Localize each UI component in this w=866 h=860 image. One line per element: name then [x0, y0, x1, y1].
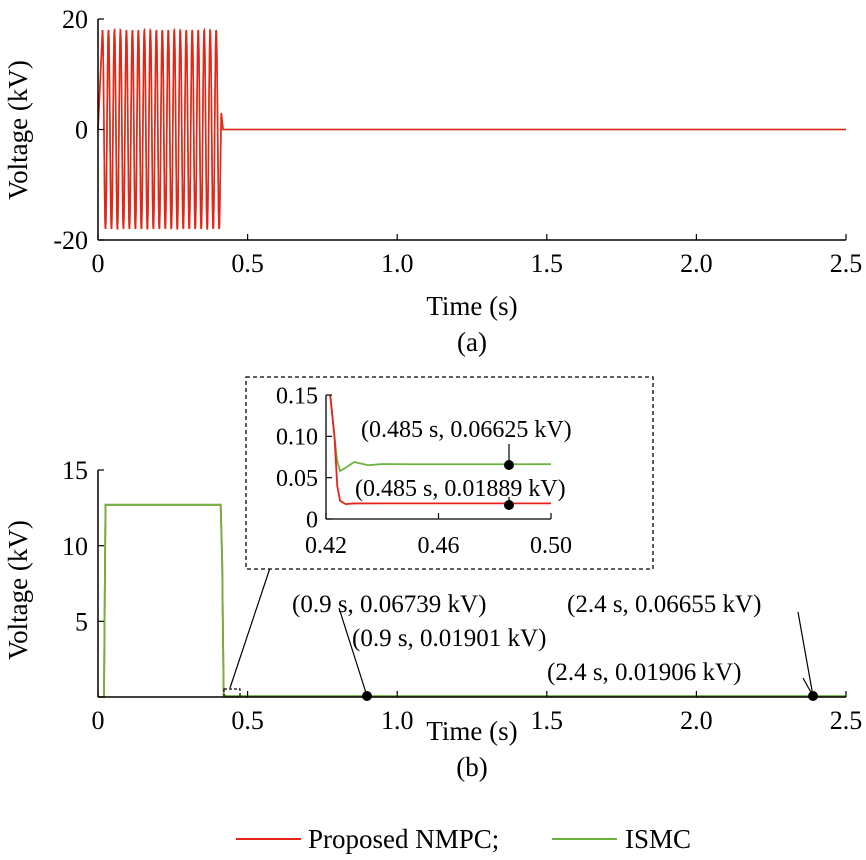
panel-a-y-label: Voltage (kV) [3, 60, 33, 200]
x-tick-label: 0.5 [231, 706, 264, 735]
inset-series-line [329, 394, 552, 473]
inset-frame [245, 376, 654, 570]
inset-annotation: (0.485 s, 0.06625 kV) [361, 417, 572, 443]
y-tick-label: 5 [75, 607, 88, 636]
annotation-label: (2.4 s, 0.06655 kV) [567, 591, 761, 618]
x-tick-label: 0.42 [305, 533, 347, 559]
panel-b-series-line [98, 503, 846, 698]
y-tick-label: 0 [75, 116, 88, 145]
y-tick-label: 0.05 [276, 466, 318, 492]
annotation-point-0-9 [362, 691, 372, 701]
y-tick-label: 0.10 [276, 425, 318, 451]
x-tick-label: 2.5 [830, 249, 863, 278]
x-tick-label: 0.50 [530, 533, 572, 559]
inset-series [329, 394, 552, 506]
legend-label-ismc: ISMC [625, 824, 691, 854]
zoom-leader-line [229, 567, 271, 689]
annotation-label: (2.4 s, 0.01906 kV) [547, 659, 741, 686]
x-tick-label: 0 [92, 249, 105, 278]
annotation-leader-2-4-upper [797, 611, 814, 697]
y-tick-label: 0 [306, 507, 318, 533]
annotation-point-2-4 [808, 691, 818, 701]
panel-b-axes [97, 470, 846, 698]
x-tick-label: 0 [92, 706, 105, 735]
x-tick-label: 2.0 [680, 706, 713, 735]
x-tick-label: 1.0 [381, 706, 414, 735]
x-tick-label: 2.5 [830, 706, 863, 735]
panel-a-x-label: Time (s) [426, 291, 517, 321]
y-tick-label: 0.15 [276, 383, 318, 409]
panel-b: 0 0.5 1.0 1.5 2.0 2.5 5 10 15 (0.9 s, 0.06739 kV… [3, 376, 862, 782]
x-tick-label: 1.5 [531, 249, 564, 278]
x-tick-label: 2.0 [680, 249, 713, 278]
x-tick-label: 1.0 [381, 249, 414, 278]
panel-b-y-label: Voltage (kV) [3, 520, 33, 660]
x-tick-label: 1.5 [531, 706, 564, 735]
panel-a-series [97, 27, 846, 230]
annotation-leader-0-9 [338, 607, 368, 697]
annotation-label: (0.9 s, 0.06739 kV) [292, 591, 486, 618]
panel-b-x-label: Time (s) [426, 716, 517, 746]
annotation-label: (0.9 s, 0.01901 kV) [352, 625, 546, 652]
legend-label-nmpc: Proposed NMPC; [308, 824, 499, 854]
inset-ticks: 0.42 0.46 0.50 0 0.05 0.10 0.15 [276, 383, 572, 559]
y-tick-label: 15 [62, 456, 88, 485]
y-tick-label: 20 [62, 5, 88, 34]
panel-b-caption: (b) [456, 752, 487, 782]
y-tick-label: -20 [53, 226, 88, 255]
panel-a-caption: (a) [457, 327, 487, 357]
zoom-region-marker [223, 688, 241, 698]
y-tick-label: 10 [62, 532, 88, 561]
inset-annotation: (0.485 s, 0.01889 kV) [355, 476, 566, 502]
inset: 0.42 0.46 0.50 0 0.05 0.10 0.15 (0.485 s, 0.06… [245, 376, 654, 570]
panel-b-ticks: 0 0.5 1.0 1.5 2.0 2.5 5 10 15 [62, 456, 862, 735]
x-tick-label: 0.46 [418, 533, 460, 559]
x-tick-label: 0.5 [231, 249, 264, 278]
panel-a-series-line [97, 27, 846, 230]
legend: Proposed NMPC; ISMC [236, 824, 691, 854]
inset-series-line [329, 394, 551, 506]
